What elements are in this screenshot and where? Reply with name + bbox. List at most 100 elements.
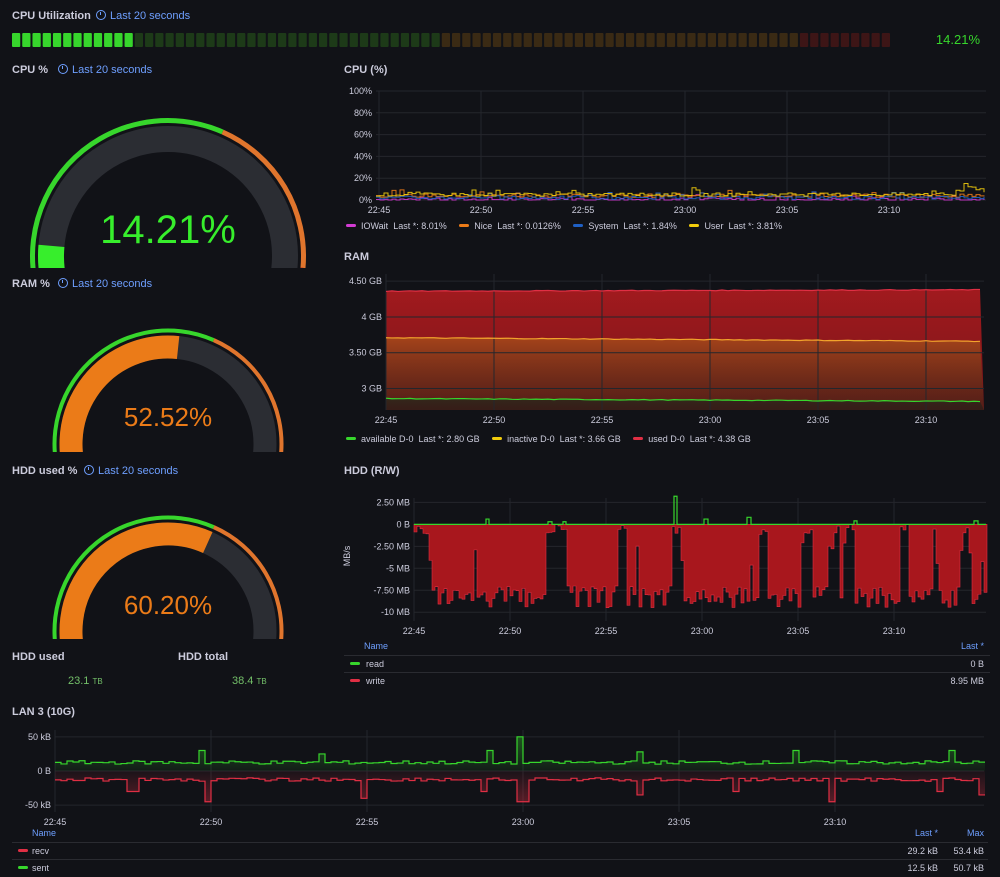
led-segment	[687, 33, 696, 47]
time-range-link[interactable]: Last 20 seconds	[58, 64, 152, 76]
y-tick-label: 80%	[354, 108, 372, 118]
cpu-gauge-panel: CPU % Last 20 seconds 14.21%	[0, 58, 330, 268]
led-segment	[625, 33, 635, 47]
header-max[interactable]: Max	[966, 828, 984, 838]
x-tick-label: 23:10	[915, 415, 938, 425]
legend-item-system[interactable]: System Last *: 1.84%	[573, 221, 677, 231]
x-tick-label: 23:05	[776, 205, 799, 215]
stat-title: HDD used	[12, 651, 65, 663]
x-tick-label: 22:55	[356, 817, 379, 827]
x-tick-label: 22:50	[483, 415, 506, 425]
led-segment	[615, 33, 624, 47]
legend-row-sent[interactable]: sent 12.5 kB 50.7 kB	[12, 859, 988, 876]
legend-item-nice[interactable]: Nice Last *: 0.0126%	[459, 221, 561, 231]
x-tick-label: 22:55	[595, 626, 618, 636]
led-segment	[370, 33, 379, 47]
legend-row-read[interactable]: read 0 B	[344, 655, 990, 672]
legend-item-used[interactable]: used D-0 Last *: 4.38 GB	[633, 434, 751, 444]
series-max: 53.4 kB	[953, 846, 984, 856]
cpu-utilization-bar	[12, 33, 890, 47]
legend-swatch	[689, 224, 700, 227]
led-segment	[42, 33, 51, 47]
sent-line	[55, 736, 985, 765]
header-last[interactable]: Last *	[914, 828, 938, 838]
used-line	[385, 288, 981, 293]
y-tick-label: -5 MB	[386, 563, 410, 573]
led-segment	[390, 33, 399, 47]
legend-item-inactive[interactable]: inactive D-0 Last *: 3.66 GB	[492, 434, 621, 444]
clock-icon	[96, 10, 106, 20]
led-segment	[196, 33, 205, 47]
led-segment	[871, 33, 880, 47]
legend-item-iowait[interactable]: IOWait Last *: 8.01%	[346, 221, 447, 231]
led-segment	[206, 33, 215, 47]
x-tick-label: 22:50	[470, 205, 493, 215]
led-segment	[52, 33, 62, 47]
legend-item-user[interactable]: User Last *: 3.81%	[689, 221, 782, 231]
led-segment	[165, 33, 174, 47]
y-tick-label: 0%	[359, 195, 372, 205]
x-tick-label: 23:00	[691, 626, 714, 636]
y-tick-label: 3.50 GB	[349, 348, 382, 358]
led-segment	[605, 33, 614, 47]
led-segment	[697, 33, 706, 47]
clock-icon	[58, 278, 68, 288]
hdd-used-stat: HDD used 23.1 TB	[0, 645, 165, 695]
gauge-value-arc	[38, 244, 65, 268]
gauge-value-arc	[59, 522, 213, 639]
x-tick-label: 23:10	[878, 205, 901, 215]
threshold-green-arc	[30, 118, 224, 268]
led-segment	[145, 33, 154, 47]
led-segment	[656, 33, 665, 47]
header-last[interactable]: Last *	[960, 641, 984, 651]
series-name: recv	[32, 846, 50, 856]
time-range-label: Last 20 seconds	[98, 465, 179, 477]
time-range-link[interactable]: Last 20 seconds	[58, 278, 152, 290]
series-name: read	[366, 659, 385, 669]
stat-value: 23.1 TB	[68, 675, 103, 687]
lan3-legend-table: Name Last * Max recv 29.2 kB 53.4 kB sen…	[12, 828, 988, 876]
led-segment	[73, 33, 82, 47]
legend-swatch	[492, 437, 503, 440]
time-range-link[interactable]: Last 20 seconds	[96, 10, 190, 22]
led-segment	[124, 33, 133, 47]
y-tick-label: -7.50 MB	[373, 585, 410, 595]
led-segment	[380, 33, 389, 47]
led-segment	[93, 33, 103, 47]
x-tick-label: 22:45	[403, 626, 426, 636]
led-segment	[134, 33, 144, 47]
ram-gauge: 52.52%	[52, 328, 284, 452]
header-name[interactable]: Name	[32, 828, 57, 838]
time-range-link[interactable]: Last 20 seconds	[84, 465, 178, 477]
ram-chart: 4.50 GB 4 GB 3.50 GB 3 GB 22:45 22:50 22:55 23:…	[349, 274, 984, 425]
hdd-gauge-panel: HDD used % Last 20 seconds 60.20%	[0, 459, 330, 639]
legend-swatch	[18, 849, 28, 852]
led-segment	[636, 33, 645, 47]
led-segment	[585, 33, 594, 47]
led-segment	[544, 33, 553, 47]
legend-row-recv[interactable]: recv 29.2 kB 53.4 kB	[12, 842, 988, 859]
led-segment	[810, 33, 819, 47]
x-tick-label: 23:05	[787, 626, 810, 636]
led-segment	[359, 33, 369, 47]
led-segment	[748, 33, 757, 47]
write-area	[413, 524, 988, 609]
series-name: sent	[32, 863, 50, 873]
led-segment	[728, 33, 737, 47]
led-segment	[267, 33, 277, 47]
series-last: 0 B	[970, 659, 984, 669]
lan3-chart: 50 kB 0 B -50 kB 22:45 22:50 22:55 23:00 23:05 2…	[25, 730, 985, 827]
led-segment	[492, 33, 502, 47]
led-segment	[503, 33, 512, 47]
legend-item-available[interactable]: available D-0 Last *: 2.80 GB	[346, 434, 480, 444]
x-tick-label: 22:45	[375, 415, 398, 425]
stat-title: HDD total	[178, 651, 229, 663]
led-segment	[574, 33, 584, 47]
time-range-label: Last 20 seconds	[110, 10, 191, 22]
led-segment	[646, 33, 655, 47]
legend-row-write[interactable]: write 8.95 MB	[344, 672, 990, 689]
header-name[interactable]: Name	[364, 641, 389, 651]
y-tick-label: 0 B	[37, 766, 51, 776]
threshold-green-arc	[52, 328, 215, 452]
led-segment	[12, 33, 21, 47]
